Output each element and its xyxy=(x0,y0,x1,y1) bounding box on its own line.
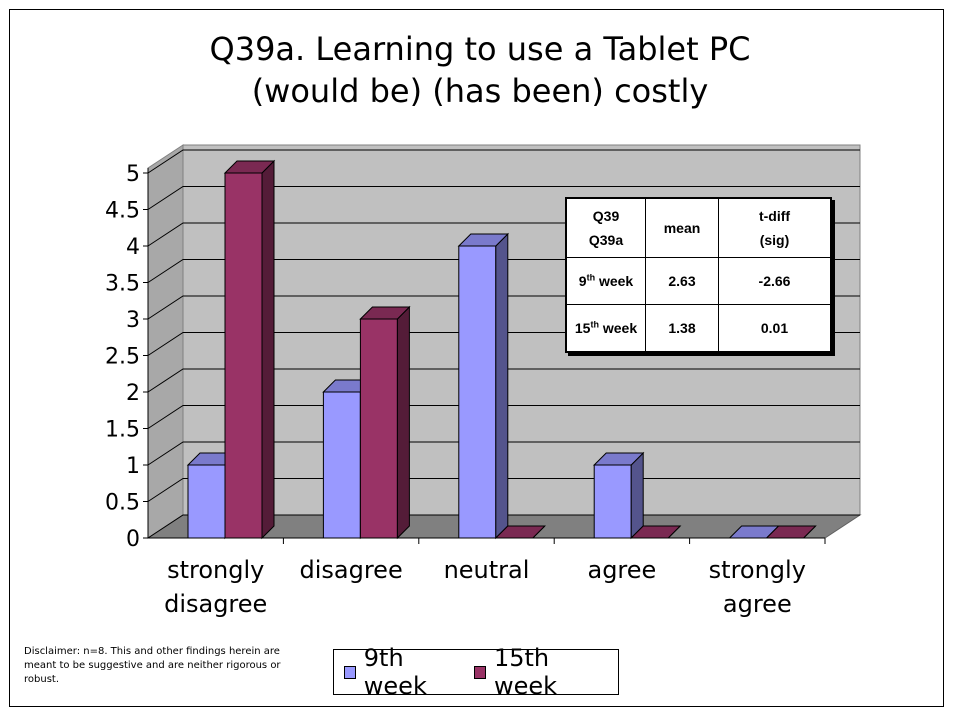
slide-frame xyxy=(9,9,944,707)
y-tick-label: 3 xyxy=(126,308,140,333)
chart-subtitle: (would be) (has been) costly xyxy=(251,72,709,110)
legend-swatch-15th-week xyxy=(474,665,486,679)
bar-9th-week-top xyxy=(457,233,510,247)
y-tick-label: 4.5 xyxy=(105,199,140,224)
y-tick-label: 3.5 xyxy=(105,272,140,297)
x-category-label: agree xyxy=(723,590,792,618)
bar-15th-week-top xyxy=(359,306,411,320)
y-tick-label: 1 xyxy=(126,454,140,479)
stats-header-row: Q39 Q39a mean t-diff (sig) xyxy=(565,197,832,258)
stats-header-tdiff: t-diff (sig) xyxy=(718,197,832,258)
stats-row-tdiff: 0.01 xyxy=(718,304,832,353)
bar-15th-week-top xyxy=(765,525,817,539)
gridline xyxy=(147,441,860,466)
bar-9th-week-top xyxy=(592,452,645,466)
bar-9th-week-front xyxy=(187,464,226,539)
legend-label-9th-week: 9th week xyxy=(363,644,427,700)
plot-side-wall xyxy=(147,144,184,539)
legend-item-9th-week: 9th week xyxy=(344,644,462,700)
y-tick-label: 4 xyxy=(126,235,140,260)
bar-15th-week-front xyxy=(359,318,398,539)
bar-9th-week-side xyxy=(495,232,509,540)
gridline xyxy=(147,186,860,210)
legend-label-15th-week: 15th week xyxy=(493,644,557,700)
bar-9th-week-side xyxy=(630,451,644,540)
stats-row-label: 9th week xyxy=(565,257,646,305)
y-tick-label: 0.5 xyxy=(105,491,140,516)
stats-header-question: Q39 Q39a xyxy=(565,197,646,258)
stats-row-mean: 1.38 xyxy=(645,304,719,353)
x-category-label: strongly xyxy=(709,556,806,584)
stats-header-tdiff-label: t-diff xyxy=(758,208,791,224)
y-tick-label: 5 xyxy=(126,162,140,187)
x-category-label: neutral xyxy=(444,556,530,584)
bar-15th-week-front xyxy=(224,172,263,539)
stats-row-9th-week: 9th week 2.63 -2.66 xyxy=(565,257,832,305)
chart-title: Q39a. Learning to use a Tablet PC xyxy=(209,30,751,68)
bar-15th-week-side xyxy=(261,159,275,540)
bar-15th-week-top xyxy=(629,525,682,539)
stats-header-q39: Q39 xyxy=(592,208,620,224)
legend-swatch-9th-week xyxy=(344,665,356,679)
stats-row-tdiff: -2.66 xyxy=(718,257,832,305)
disclaimer-text: Disclaimer: n=8. This and other findings… xyxy=(24,646,281,685)
y-tick-label: 2 xyxy=(126,381,140,406)
x-category-label: disagree xyxy=(164,590,267,618)
gridline xyxy=(147,405,860,429)
y-tick-label: 2.5 xyxy=(105,345,140,370)
y-tick-label: 0 xyxy=(126,527,140,552)
y-tick-label: 1.5 xyxy=(105,418,140,443)
stats-table: Q39 Q39a mean t-diff (sig) 9th week 2.63… xyxy=(565,197,832,353)
stats-row-15th-week: 15th week 1.38 0.01 xyxy=(565,304,832,353)
bar-15th-week-top xyxy=(223,160,276,174)
stats-row-label: 15th week xyxy=(565,304,646,353)
stats-row-mean: 2.63 xyxy=(645,257,719,305)
x-category-label: agree xyxy=(587,556,656,584)
stats-header-mean: mean xyxy=(645,197,719,258)
bar-15th-week-side xyxy=(396,305,410,540)
stats-header-sig-label: (sig) xyxy=(759,232,790,248)
x-category-label: strongly xyxy=(167,556,264,584)
x-category-label: disagree xyxy=(299,556,402,584)
gridline xyxy=(147,149,860,174)
bar-9th-week-front xyxy=(593,464,632,539)
stats-header-q39a: Q39a xyxy=(588,232,624,248)
legend-item-15th-week: 15th week xyxy=(474,644,606,700)
bar-15th-week-top xyxy=(494,525,547,539)
bar-9th-week-front xyxy=(458,245,497,539)
gridline xyxy=(147,368,860,393)
bar-9th-week-front xyxy=(322,391,361,539)
chart-legend: 9th week 15th week xyxy=(333,644,619,700)
